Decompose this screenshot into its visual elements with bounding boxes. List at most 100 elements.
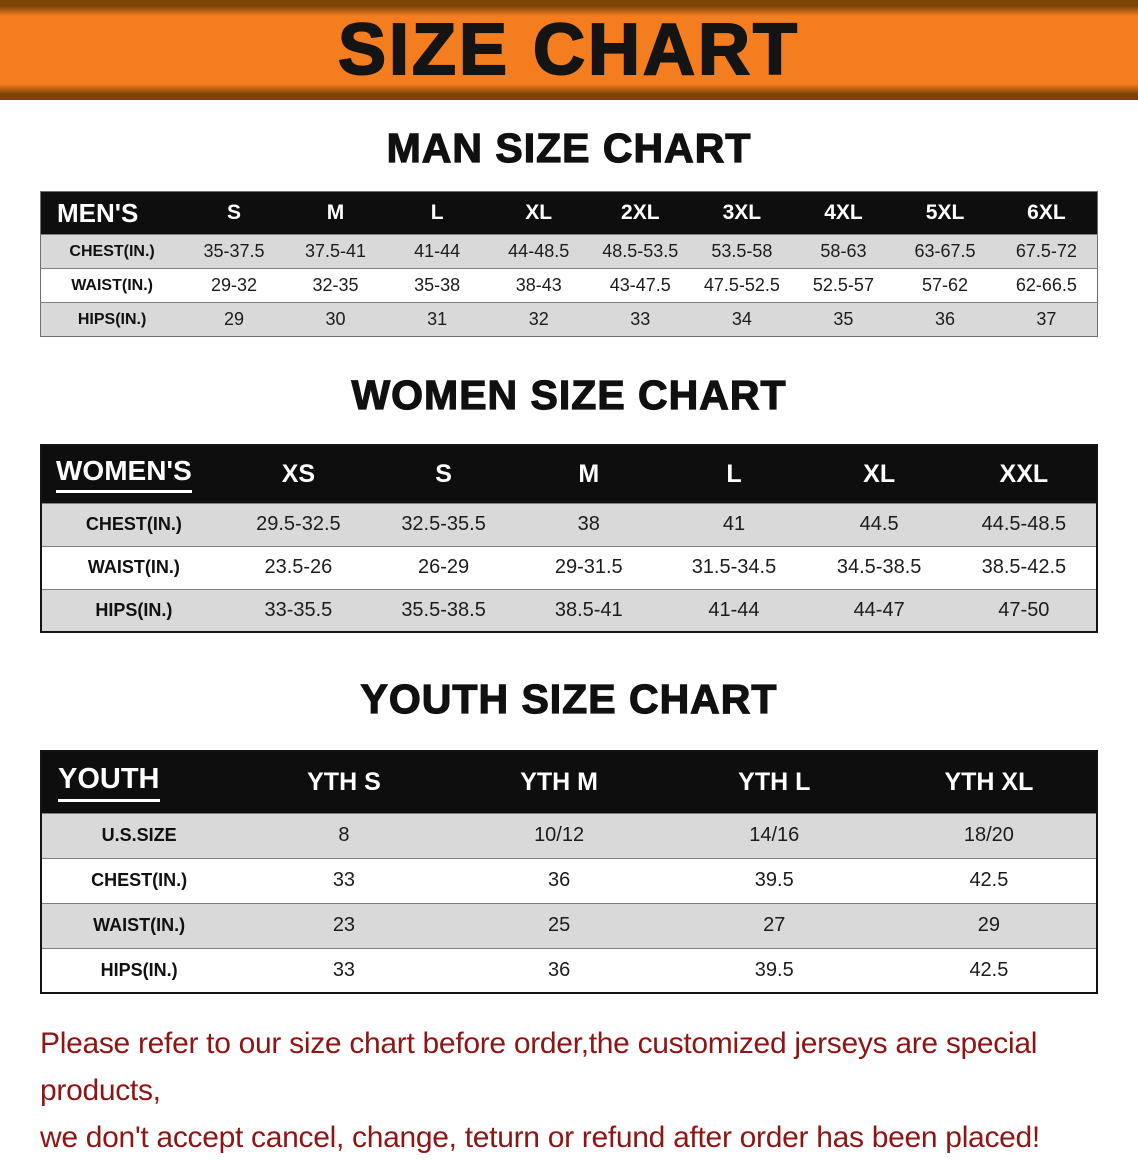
size-header-cell: XL — [806, 445, 952, 503]
row-label-cell: U.S.SIZE — [41, 812, 237, 858]
value-cell: 37 — [995, 302, 1098, 337]
value-cell: 29-32 — [183, 268, 285, 303]
value-cell: 36 — [894, 302, 996, 337]
row-label-cell: HIPS(IN.) — [41, 588, 226, 632]
value-cell: 29 — [881, 902, 1097, 948]
value-cell: 33 — [236, 947, 452, 993]
women-section-heading: WOMEN SIZE CHART — [351, 372, 787, 418]
value-cell: 62-66.5 — [995, 268, 1098, 303]
row-label-cell: WAIST(IN.) — [41, 545, 226, 589]
men-size-table: MEN'S S M L XL 2XL 3XL 4XL 5XL 6XL CHEST(IN.) 35-37… — [40, 191, 1098, 337]
table-row: CHEST(IN.) 33 36 39.5 42.5 — [41, 857, 1097, 903]
row-label-cell: CHEST(IN.) — [40, 234, 184, 269]
women-size-table: WOMEN'S XS S M L XL XXL CHEST(IN.) 29.5-32.5 32.5… — [40, 444, 1098, 633]
value-cell: 67.5-72 — [995, 234, 1098, 269]
table-row: HIPS(IN.) 29 30 31 32 33 34 35 36 37 — [40, 302, 1098, 337]
value-cell: 32-35 — [284, 268, 387, 303]
value-cell: 36 — [451, 947, 667, 993]
size-header-cell: YTH M — [451, 751, 667, 813]
value-cell: 38-43 — [487, 268, 590, 303]
value-cell: 39.5 — [666, 857, 882, 903]
row-label-cell: HIPS(IN.) — [40, 302, 184, 337]
size-header-cell: M — [284, 191, 387, 235]
value-cell: 35 — [792, 302, 895, 337]
value-cell: 41 — [661, 502, 807, 546]
size-header-cell: S — [183, 191, 285, 235]
value-cell: 18/20 — [881, 812, 1097, 858]
value-cell: 34 — [691, 302, 793, 337]
table-title-cell: YOUTH — [41, 751, 237, 813]
value-cell: 63-67.5 — [894, 234, 996, 269]
value-cell: 35-38 — [386, 268, 488, 303]
value-cell: 14/16 — [666, 812, 882, 858]
section-youth: YOUTH SIZE CHART YOUTH YTH S YTH M YTH L YTH… — [0, 676, 1138, 994]
table-row: CHEST(IN.) 35-37.5 37.5-41 41-44 44-48.5 48.5… — [40, 234, 1098, 269]
value-cell: 29 — [183, 302, 285, 337]
value-cell: 26-29 — [370, 545, 517, 589]
size-header-cell: XS — [225, 445, 371, 503]
value-cell: 37.5-41 — [284, 234, 387, 269]
value-cell: 42.5 — [881, 857, 1097, 903]
value-cell: 27 — [666, 902, 882, 948]
value-cell: 35.5-38.5 — [370, 588, 517, 632]
size-header-cell: L — [661, 445, 807, 503]
value-cell: 47-50 — [951, 588, 1097, 632]
size-header-cell: 5XL — [894, 191, 996, 235]
size-header-cell: 4XL — [792, 191, 895, 235]
order-notice: Please refer to our size chart before or… — [40, 1020, 1098, 1161]
value-cell: 35-37.5 — [183, 234, 285, 269]
size-header-cell: S — [370, 445, 517, 503]
row-label-cell: CHEST(IN.) — [41, 857, 237, 903]
table-row: WAIST(IN.) 23.5-26 26-29 29-31.5 31.5-34.5 34… — [41, 545, 1097, 589]
value-cell: 38.5-41 — [516, 588, 662, 632]
size-header-cell: 2XL — [589, 191, 692, 235]
row-label-cell: WAIST(IN.) — [41, 902, 237, 948]
value-cell: 53.5-58 — [691, 234, 793, 269]
table-title-text: WOMEN'S — [56, 455, 192, 494]
value-cell: 44.5 — [806, 502, 952, 546]
value-cell: 31.5-34.5 — [661, 545, 807, 589]
size-header-cell: L — [386, 191, 488, 235]
value-cell: 32.5-35.5 — [370, 502, 517, 546]
youth-section-heading: YOUTH SIZE CHART — [360, 676, 778, 722]
value-cell: 48.5-53.5 — [589, 234, 692, 269]
table-row: WAIST(IN.) 23 25 27 29 — [41, 902, 1097, 948]
value-cell: 58-63 — [792, 234, 895, 269]
table-title-cell: MEN'S — [40, 191, 184, 235]
value-cell: 25 — [451, 902, 667, 948]
size-header-cell: YTH S — [236, 751, 452, 813]
men-section-heading: MAN SIZE CHART — [386, 125, 752, 171]
value-cell: 39.5 — [666, 947, 882, 993]
order-notice-line-1: Please refer to our size chart before or… — [40, 1027, 1038, 1107]
value-cell: 33-35.5 — [225, 588, 371, 632]
value-cell: 44-47 — [806, 588, 952, 632]
value-cell: 33 — [589, 302, 692, 337]
banner: SIZE CHART — [0, 0, 1138, 100]
value-cell: 52.5-57 — [792, 268, 895, 303]
value-cell: 23.5-26 — [225, 545, 371, 589]
value-cell: 33 — [236, 857, 452, 903]
size-header-cell: XXL — [951, 445, 1097, 503]
table-row: HIPS(IN.) 33 36 39.5 42.5 — [41, 947, 1097, 993]
value-cell: 31 — [386, 302, 488, 337]
table-row: U.S.SIZE 8 10/12 14/16 18/20 — [41, 812, 1097, 858]
value-cell: 23 — [236, 902, 452, 948]
size-header-cell: XL — [487, 191, 590, 235]
youth-size-table: YOUTH YTH S YTH M YTH L YTH XL U.S.SIZE 8 10/12… — [40, 750, 1098, 994]
value-cell: 38 — [516, 502, 662, 546]
row-label-cell: WAIST(IN.) — [40, 268, 184, 303]
table-row: WAIST(IN.) 29-32 32-35 35-38 38-43 43-47.5 47.… — [40, 268, 1098, 303]
table-title-text: YOUTH — [58, 763, 160, 802]
value-cell: 10/12 — [451, 812, 667, 858]
value-cell: 32 — [487, 302, 590, 337]
size-header-cell: M — [516, 445, 662, 503]
value-cell: 8 — [236, 812, 452, 858]
header-row: WOMEN'S XS S M L XL XXL — [41, 445, 1097, 503]
value-cell: 42.5 — [881, 947, 1097, 993]
value-cell: 43-47.5 — [589, 268, 692, 303]
row-label-cell: HIPS(IN.) — [41, 947, 237, 993]
header-row: YOUTH YTH S YTH M YTH L YTH XL — [41, 751, 1097, 813]
header-row: MEN'S S M L XL 2XL 3XL 4XL 5XL 6XL — [40, 191, 1098, 235]
value-cell: 44-48.5 — [487, 234, 590, 269]
